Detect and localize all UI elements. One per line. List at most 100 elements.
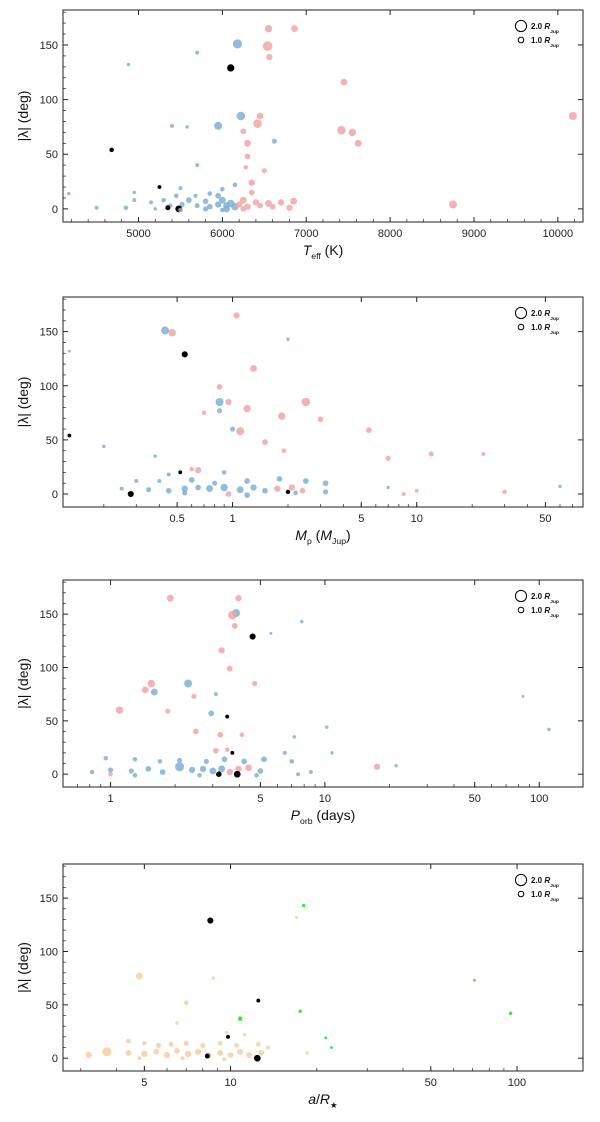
data-point-red bbox=[301, 397, 311, 407]
data-point-blue bbox=[119, 486, 124, 491]
data-point-red bbox=[235, 594, 242, 602]
data-point-blue bbox=[173, 193, 179, 199]
data-point-blue bbox=[521, 694, 525, 698]
data-point-blue bbox=[161, 197, 166, 203]
x-tick-label: 1 bbox=[229, 513, 235, 525]
data-point-red bbox=[256, 112, 264, 120]
data-point-red bbox=[265, 199, 272, 207]
data-point-red bbox=[252, 199, 260, 206]
data-point-black bbox=[127, 490, 134, 498]
data-point-blue bbox=[89, 769, 95, 775]
data-point-blue bbox=[218, 196, 226, 204]
data-point-blue bbox=[215, 201, 222, 208]
data-point-black bbox=[109, 147, 114, 153]
data-point-blue bbox=[323, 489, 329, 495]
x-axis-label: Porb​ (days) bbox=[291, 807, 356, 826]
data-point-red bbox=[366, 427, 372, 434]
y-tick-label: 0 bbox=[52, 769, 58, 781]
plot-frame bbox=[62, 863, 584, 1072]
data-point-blue bbox=[206, 203, 213, 210]
data-point-blue bbox=[220, 483, 228, 492]
data-point-blue bbox=[241, 758, 248, 765]
x-tick-label: 10 bbox=[411, 513, 423, 525]
data-point-blue bbox=[153, 454, 157, 458]
data-point-red bbox=[449, 200, 457, 209]
data-point-red bbox=[141, 686, 149, 694]
data-point-blue bbox=[132, 198, 137, 203]
y-tick-label: 100 bbox=[40, 946, 58, 958]
data-point-tan bbox=[217, 1050, 224, 1056]
plot-frame bbox=[62, 9, 584, 223]
data-point-red bbox=[248, 189, 255, 196]
data-point-black bbox=[157, 185, 162, 189]
data-point-red bbox=[236, 427, 245, 436]
data-point-red bbox=[262, 41, 273, 51]
data-point-red bbox=[191, 693, 197, 699]
data-point-red bbox=[340, 78, 348, 86]
data-point-blue bbox=[126, 62, 131, 67]
data-point-blue bbox=[221, 756, 228, 763]
legend-marker bbox=[514, 306, 528, 320]
data-point-blue bbox=[547, 727, 551, 732]
data-point-red bbox=[216, 383, 223, 390]
data-point-blue bbox=[292, 735, 297, 739]
data-point-black bbox=[165, 205, 171, 211]
y-tick-label: 0 bbox=[52, 489, 58, 501]
y-tick-label: 150 bbox=[40, 40, 58, 52]
x-tick-label: 5 bbox=[141, 1077, 147, 1089]
y-tick-label: 150 bbox=[40, 327, 58, 339]
legend-entry: 1.0 RJup​ bbox=[531, 323, 559, 336]
legend-marker bbox=[514, 589, 528, 603]
y-tick-label: 50 bbox=[46, 1000, 58, 1012]
data-point-red bbox=[266, 53, 273, 61]
data-point-blue bbox=[178, 186, 183, 191]
data-point-red bbox=[225, 398, 232, 406]
data-point-red bbox=[228, 610, 237, 620]
data-point-red bbox=[262, 439, 268, 445]
data-point-tan bbox=[242, 1033, 247, 1037]
data-point-blue bbox=[123, 205, 129, 211]
data-point-blue bbox=[218, 765, 226, 773]
data-point-red bbox=[414, 488, 419, 493]
data-point-red bbox=[274, 485, 281, 492]
x-axis-label: Mp​ (MJup​) bbox=[295, 527, 350, 546]
data-point-tan bbox=[155, 1042, 162, 1048]
data-point-green bbox=[324, 1036, 328, 1040]
y-tick-label: 0 bbox=[52, 1053, 58, 1065]
data-point-red bbox=[290, 197, 298, 205]
x-tick-label: 1 bbox=[107, 793, 113, 805]
data-point-black bbox=[227, 64, 235, 72]
x-tick-label: 5 bbox=[358, 513, 364, 525]
data-point-blue bbox=[132, 772, 138, 778]
data-point-tan bbox=[237, 1048, 244, 1055]
x-tick-label: 100 bbox=[530, 793, 548, 805]
data-point-red bbox=[277, 199, 285, 206]
data-point-blue bbox=[195, 50, 200, 55]
data-point-blue bbox=[132, 190, 137, 195]
data-point-tan bbox=[180, 1056, 185, 1061]
data-point-tan bbox=[175, 1021, 179, 1025]
data-point-red bbox=[354, 139, 362, 147]
panel-teff: 0 50 100 150 5000 6000 7000 8000 9000 10000 |λ| (d… bbox=[15, 9, 584, 261]
data-point-red bbox=[217, 731, 224, 738]
legend-marker bbox=[514, 873, 528, 887]
data-point-blue bbox=[209, 767, 217, 775]
data-point-blue bbox=[194, 203, 200, 209]
data-point-red bbox=[218, 647, 225, 654]
data-point-blue bbox=[195, 484, 201, 491]
data-point-black bbox=[253, 1054, 261, 1062]
y-tick-label: 100 bbox=[40, 381, 58, 393]
data-point-tan bbox=[174, 1047, 180, 1054]
data-point-red bbox=[240, 128, 247, 135]
data-point-red bbox=[269, 203, 276, 210]
data-point-blue bbox=[103, 755, 109, 761]
panel-orbital-period: 0 50 100 150 1 5 10 50 100 |λ| (deg) Porb​ (days) 2… bbox=[15, 579, 584, 826]
data-point-blue bbox=[199, 765, 207, 773]
data-point-blue bbox=[193, 193, 198, 198]
data-point-red bbox=[192, 728, 199, 735]
data-point-red bbox=[194, 467, 202, 474]
x-tick-label: 5 bbox=[257, 793, 263, 805]
data-point-red bbox=[264, 24, 273, 33]
data-point-red bbox=[245, 764, 252, 772]
